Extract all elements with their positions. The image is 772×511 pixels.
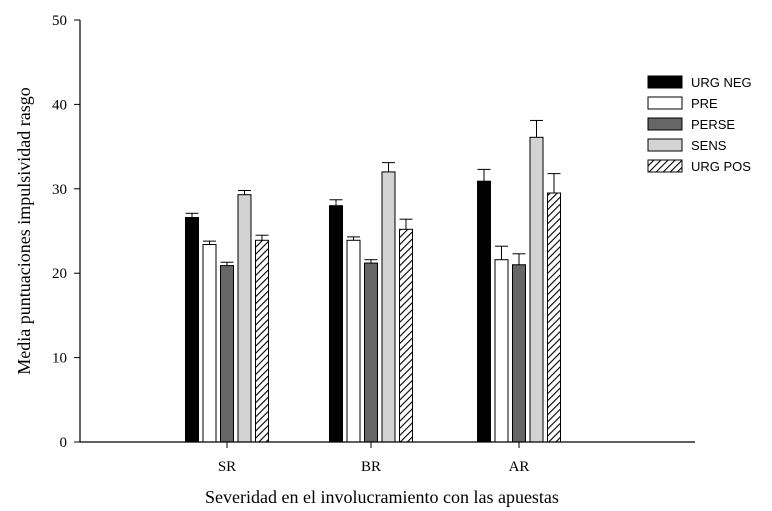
bar-urg-pos-sr bbox=[255, 239, 269, 443]
legend-swatch-perse bbox=[647, 117, 683, 131]
bar-pre-br bbox=[346, 239, 361, 443]
bar-perse-sr bbox=[220, 265, 234, 443]
bar-urg-neg-br bbox=[329, 205, 343, 443]
legend-swatch-sens bbox=[647, 138, 683, 152]
y-tick-label: 0 bbox=[60, 435, 68, 451]
y-tick-label: 10 bbox=[52, 351, 67, 367]
bar-sens-ar bbox=[529, 136, 544, 443]
bar-perse-ar bbox=[512, 264, 526, 443]
bar-pre-ar bbox=[494, 259, 509, 443]
bar-urg-neg-sr bbox=[185, 216, 199, 443]
legend-label-sens: SENS bbox=[691, 138, 727, 153]
legend-swatch-pre bbox=[647, 96, 683, 110]
legend-label-urg-neg: URG NEG bbox=[691, 75, 752, 90]
bar-pre-sr bbox=[202, 244, 217, 443]
y-tick-label: 20 bbox=[52, 266, 67, 282]
y-tick-label: 40 bbox=[52, 97, 67, 113]
legend-swatch-urg-pos bbox=[647, 159, 683, 173]
y-tick-label: 30 bbox=[52, 182, 67, 198]
legend: URG NEG PRE PERSE SENS URG POS bbox=[647, 75, 752, 174]
axes-layer: 0 10 20 30 40 50 SR BR AR bbox=[52, 13, 695, 475]
bar-urg-pos-br bbox=[399, 228, 413, 443]
bars-layer bbox=[185, 119, 561, 443]
legend-label-urg-pos: URG POS bbox=[691, 159, 751, 174]
bar-sens-sr bbox=[237, 194, 252, 443]
x-tick-label: SR bbox=[218, 459, 236, 475]
y-tick-label: 50 bbox=[52, 13, 67, 29]
legend-label-perse: PERSE bbox=[691, 117, 735, 132]
bar-urg-neg-ar bbox=[477, 180, 491, 443]
x-tick-label: AR bbox=[509, 459, 530, 475]
legend-swatch-urg-neg bbox=[647, 75, 683, 89]
bar-perse-br bbox=[364, 262, 378, 443]
bar-urg-pos-ar bbox=[547, 192, 561, 443]
bar-sens-br bbox=[381, 171, 396, 443]
x-axis-title: Severidad en el involucramiento con las … bbox=[205, 487, 559, 507]
y-axis-title: Media puntuaciones impulsividad rasgo bbox=[14, 87, 34, 374]
x-tick-label: BR bbox=[361, 459, 381, 475]
legend-label-pre: PRE bbox=[691, 96, 718, 111]
